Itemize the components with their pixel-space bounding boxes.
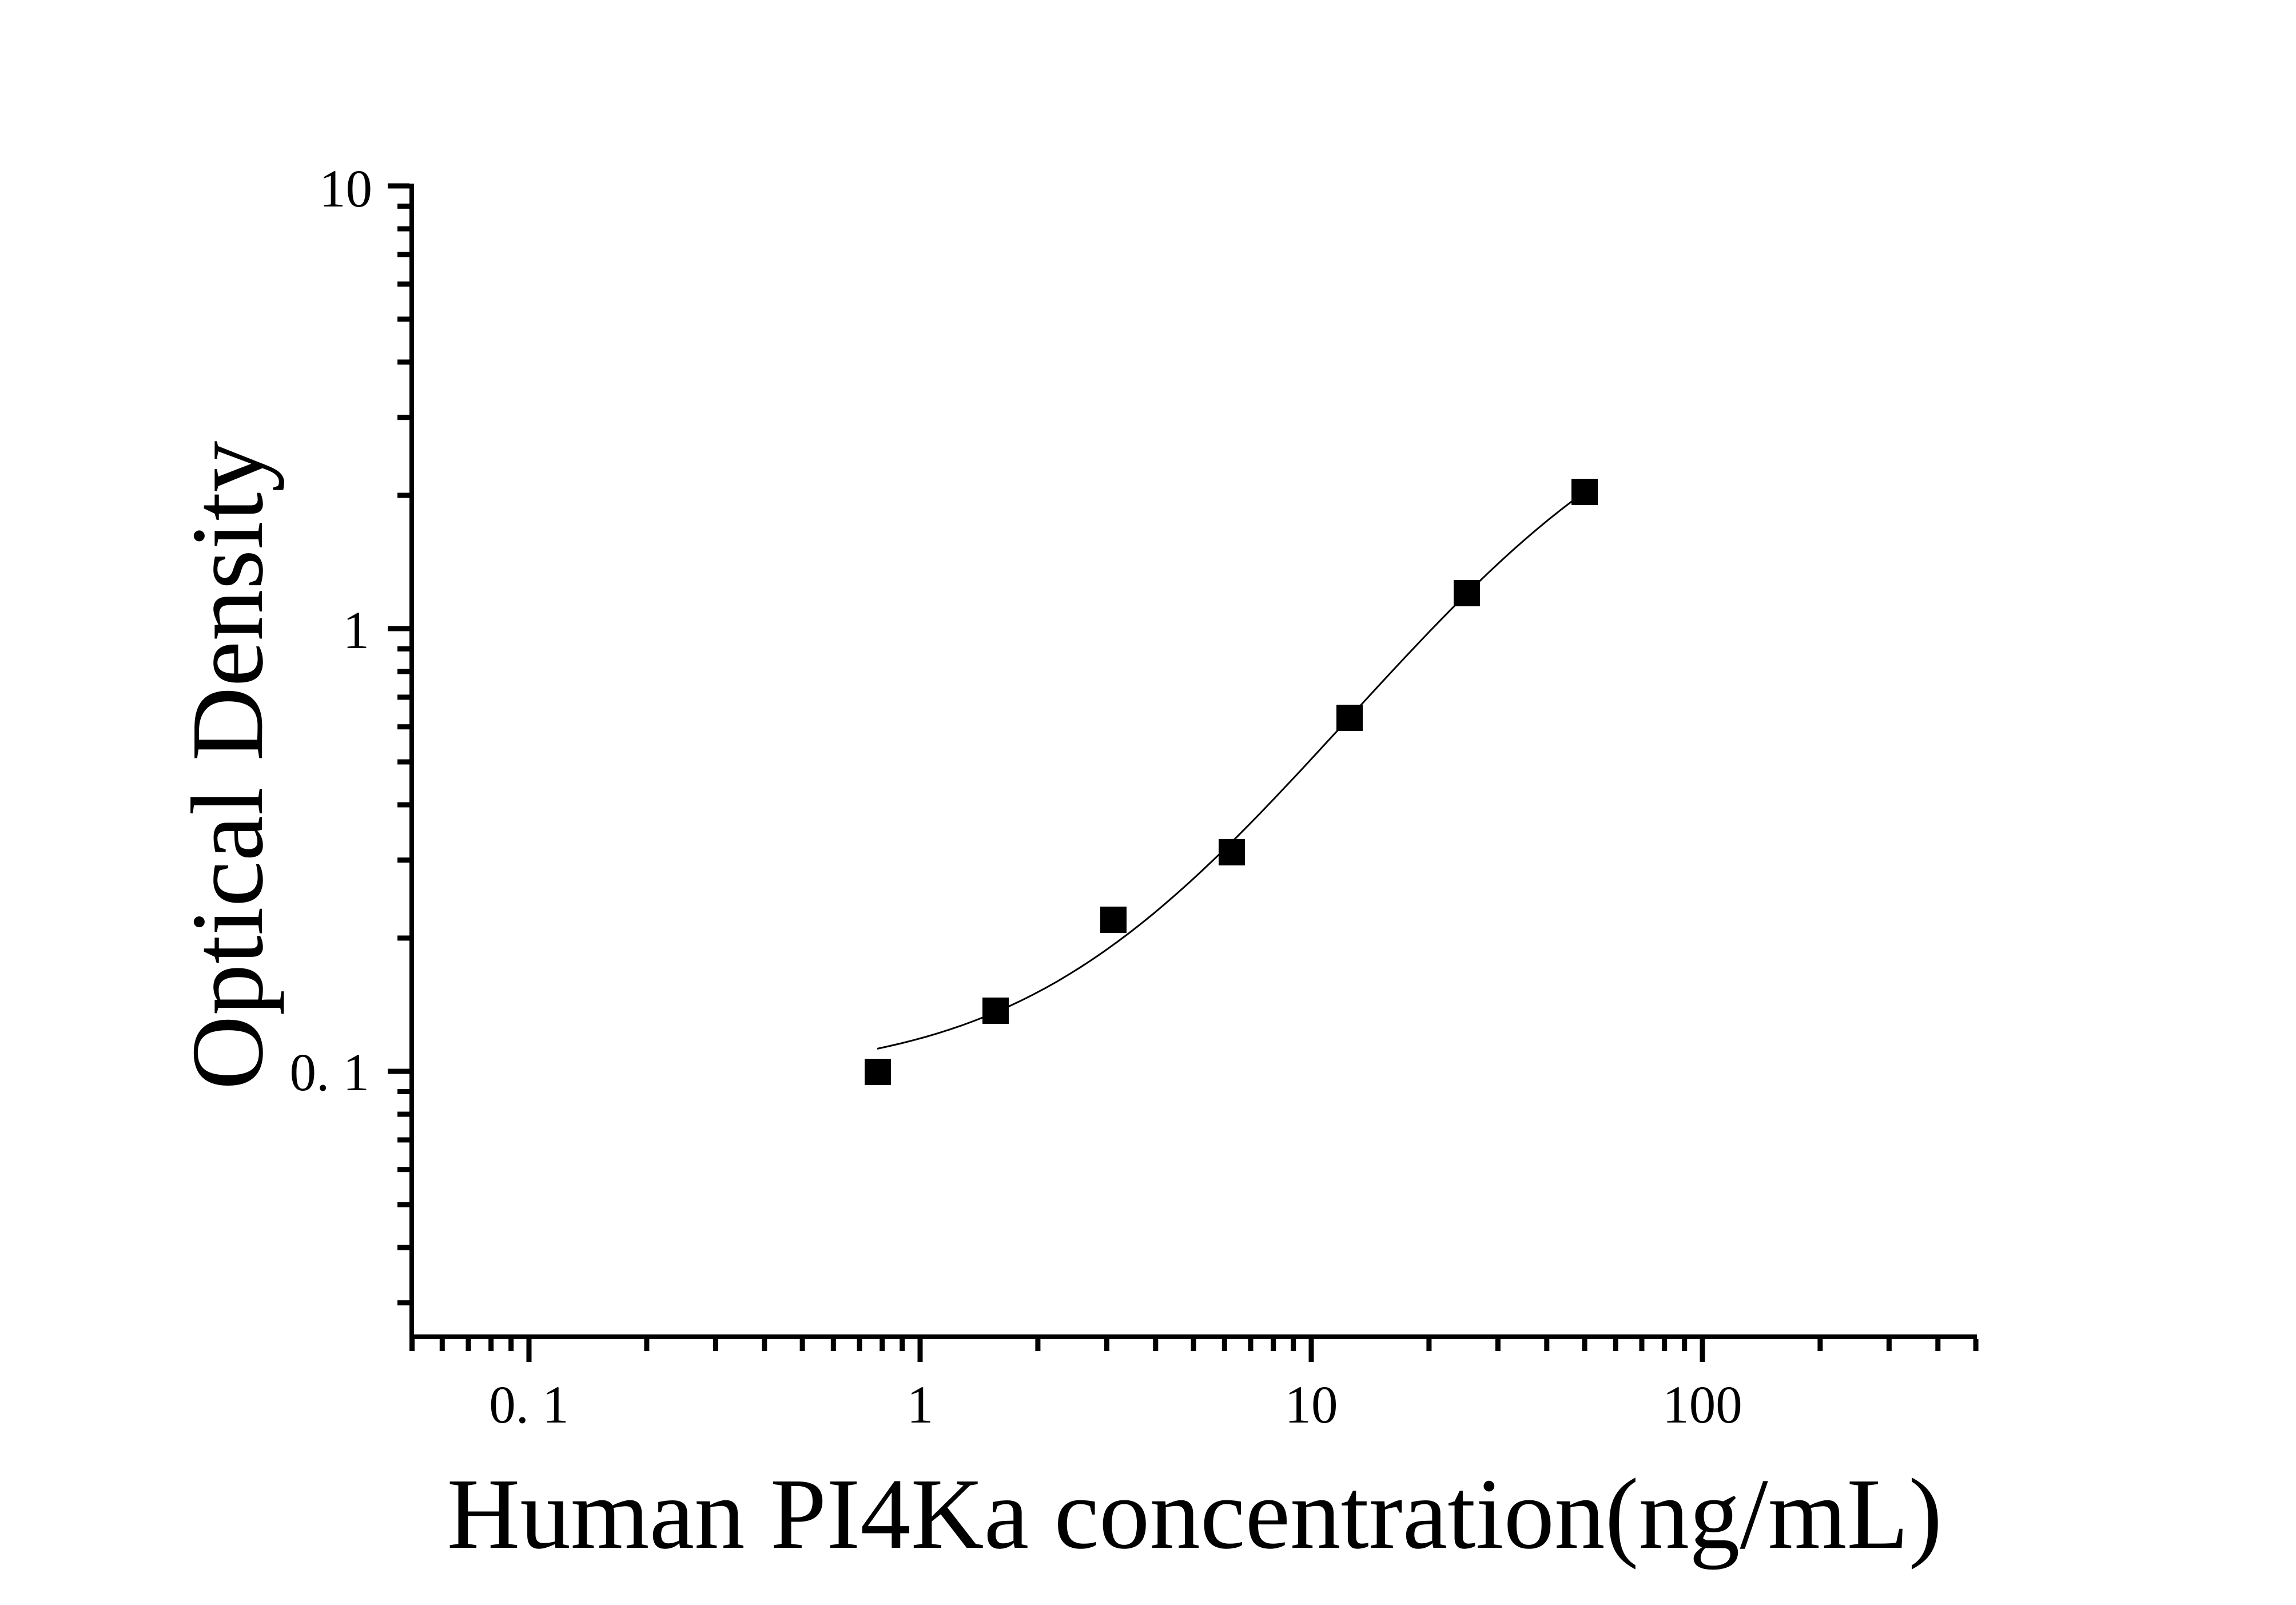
svg-text:0. 1: 0. 1 [290, 1043, 370, 1102]
svg-text:1: 1 [343, 601, 370, 660]
svg-text:100: 100 [1662, 1376, 1742, 1435]
svg-text:10: 10 [1285, 1376, 1338, 1435]
svg-text:Optical Density: Optical Density [170, 441, 284, 1090]
svg-text:0. 1: 0. 1 [489, 1376, 569, 1435]
svg-text:Human PI4Ka concentration(ng/m: Human PI4Ka concentration(ng/mL) [447, 1458, 1943, 1570]
svg-text:10: 10 [319, 160, 372, 218]
svg-text:1: 1 [907, 1376, 934, 1435]
